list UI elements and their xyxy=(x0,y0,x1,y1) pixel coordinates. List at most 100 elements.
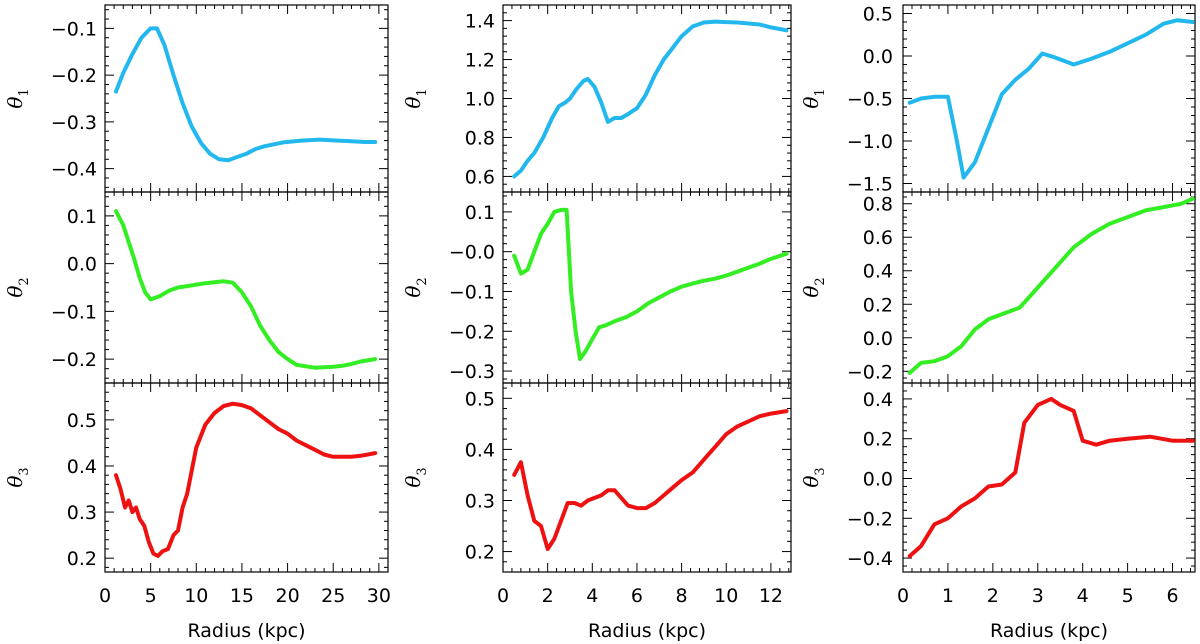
y-tick-label-c2-r1: 1.0 xyxy=(465,89,495,111)
series-line-theta1-col1 xyxy=(114,26,378,163)
x-tick-label-col1: 25 xyxy=(321,585,345,607)
theta-symbol: θ xyxy=(401,97,425,109)
y-tick-label-c2-r1: 1.2 xyxy=(465,50,495,72)
y-tick-label-c1-r3: 0.4 xyxy=(67,456,97,478)
y-tick-label-c3-r1: 0.5 xyxy=(863,4,893,26)
y-tick-label-c3-r3: −0.2 xyxy=(847,508,893,530)
x-tick-label-col2: 8 xyxy=(676,585,688,607)
y-tick-label-c2-r1: 0.6 xyxy=(465,166,495,188)
y-tick-label-c2-r1: 0.8 xyxy=(465,127,495,149)
y-tick-label-c2-r2: −0.1 xyxy=(449,281,495,303)
x-tick-label-col1: 15 xyxy=(230,585,254,607)
theta-subscript: 2 xyxy=(415,277,430,285)
theta-subscript: 2 xyxy=(17,277,32,285)
y-tick-label-c2-r2: −0.0 xyxy=(449,242,495,264)
theta-symbol: θ xyxy=(799,476,823,488)
x-tick-label-col1: 0 xyxy=(99,585,111,607)
theta-subscript: 1 xyxy=(17,88,32,96)
y-tick-label-c2-r3: 0.3 xyxy=(465,490,495,512)
y-tick-label-c2-r3: 0.4 xyxy=(465,439,495,461)
y-axis-label-c1-r2: θ2 xyxy=(3,277,32,297)
x-tick-label-col1: 5 xyxy=(145,585,157,607)
x-tick-label-col2: 4 xyxy=(586,585,598,607)
series-line-theta2-col3 xyxy=(907,196,1195,375)
series-line-theta1-col3 xyxy=(907,18,1195,180)
y-tick-label-c1-r1: −0.2 xyxy=(51,65,97,87)
y-tick-label-c3-r2: 0.2 xyxy=(863,294,893,316)
x-tick-label-col1: 20 xyxy=(275,585,299,607)
y-axis-label-c3-r3: θ3 xyxy=(799,467,828,487)
y-tick-label-c1-r1: −0.3 xyxy=(51,112,97,134)
y-tick-label-c1-r2: −0.1 xyxy=(51,301,97,323)
series-line-theta2-col2 xyxy=(512,207,789,362)
x-axis-label-col3: Radius (kpc) xyxy=(990,620,1108,642)
y-tick-label-c3-r1: −0.5 xyxy=(847,89,893,111)
y-tick-label-c3-r1: 0.0 xyxy=(863,46,893,68)
theta-subscript: 3 xyxy=(17,467,32,475)
y-tick-label-c2-r3: 0.5 xyxy=(465,388,495,410)
x-axis-label-col2: Radius (kpc) xyxy=(588,620,706,642)
y-axis-label-c2-r3: θ3 xyxy=(401,467,430,487)
y-axis-label-c3-r1: θ1 xyxy=(799,88,828,108)
x-tick-label-col2: 2 xyxy=(542,585,554,607)
x-tick-label-col2: 6 xyxy=(631,585,643,607)
x-tick-label-col2: 10 xyxy=(714,585,738,607)
y-tick-label-c3-r1: −1.5 xyxy=(847,174,893,196)
y-tick-label-c1-r1: −0.1 xyxy=(51,18,97,40)
panel-frame-c3-r3 xyxy=(902,382,1196,573)
theta-symbol: θ xyxy=(3,476,27,488)
theta-subscript: 3 xyxy=(415,467,430,475)
series-line-theta3-col2 xyxy=(512,409,789,551)
y-axis-label-c1-r1: θ1 xyxy=(3,88,32,108)
y-tick-label-c2-r2: −0.2 xyxy=(449,321,495,343)
y-tick-label-c3-r3: 0.0 xyxy=(863,468,893,490)
y-tick-label-c3-r2: 0.6 xyxy=(863,227,893,249)
theta-symbol: θ xyxy=(799,97,823,109)
y-tick-label-c3-r3: 0.2 xyxy=(863,429,893,451)
x-tick-label-col3: 4 xyxy=(1077,585,1089,607)
x-tick-label-col1: 30 xyxy=(367,585,391,607)
theta-symbol: θ xyxy=(401,476,425,488)
y-axis-label-c2-r2: θ2 xyxy=(401,277,430,297)
y-tick-label-c2-r2: 0.1 xyxy=(465,202,495,224)
x-tick-label-col3: 0 xyxy=(897,585,909,607)
panel-frame-c1-r3 xyxy=(104,382,389,573)
y-tick-label-c3-r3: −0.4 xyxy=(847,548,893,570)
x-tick-label-col3: 5 xyxy=(1122,585,1134,607)
y-tick-label-c3-r2: 0.8 xyxy=(863,194,893,216)
theta-symbol: θ xyxy=(401,286,425,298)
y-tick-label-c1-r3: 0.3 xyxy=(67,502,97,524)
y-axis-label-c3-r2: θ2 xyxy=(799,277,828,297)
panel-frame-c2-r2 xyxy=(502,191,792,384)
x-tick-label-col3: 1 xyxy=(942,585,954,607)
y-axis-label-c1-r3: θ3 xyxy=(3,467,32,487)
y-tick-label-c2-r3: 0.2 xyxy=(465,542,495,564)
x-tick-label-col3: 6 xyxy=(1166,585,1178,607)
theta-symbol: θ xyxy=(3,97,27,109)
y-axis-label-c2-r1: θ1 xyxy=(401,88,430,108)
y-tick-label-c2-r2: −0.3 xyxy=(449,361,495,383)
x-tick-label-col3: 3 xyxy=(1032,585,1044,607)
y-tick-label-c2-r1: 1.4 xyxy=(465,11,495,33)
series-line-theta3-col1 xyxy=(114,401,378,558)
panel-frame-c2-r3 xyxy=(502,382,792,573)
panel-frame-c2-r1 xyxy=(502,4,792,193)
theta-subscript: 2 xyxy=(813,277,828,285)
theta-symbol: θ xyxy=(3,286,27,298)
y-tick-label-c1-r3: 0.2 xyxy=(67,548,97,570)
panel-frame-c1-r2 xyxy=(104,191,389,384)
theta-subscript: 3 xyxy=(813,467,828,475)
y-tick-label-c1-r2: 0.1 xyxy=(67,206,97,228)
y-tick-label-c3-r2: −0.2 xyxy=(847,361,893,383)
series-line-theta2-col1 xyxy=(114,209,378,370)
x-tick-label-col2: 0 xyxy=(497,585,509,607)
y-tick-label-c1-r3: 0.5 xyxy=(67,410,97,432)
theta-subscript: 1 xyxy=(415,88,430,96)
series-line-theta1-col2 xyxy=(512,19,789,179)
y-tick-label-c1-r2: −0.2 xyxy=(51,349,97,371)
y-tick-label-c3-r2: 0.4 xyxy=(863,261,893,283)
y-tick-label-c1-r2: 0.0 xyxy=(67,254,97,276)
y-tick-label-c1-r1: −0.4 xyxy=(51,159,97,181)
x-axis-label-col1: Radius (kpc) xyxy=(187,620,305,642)
